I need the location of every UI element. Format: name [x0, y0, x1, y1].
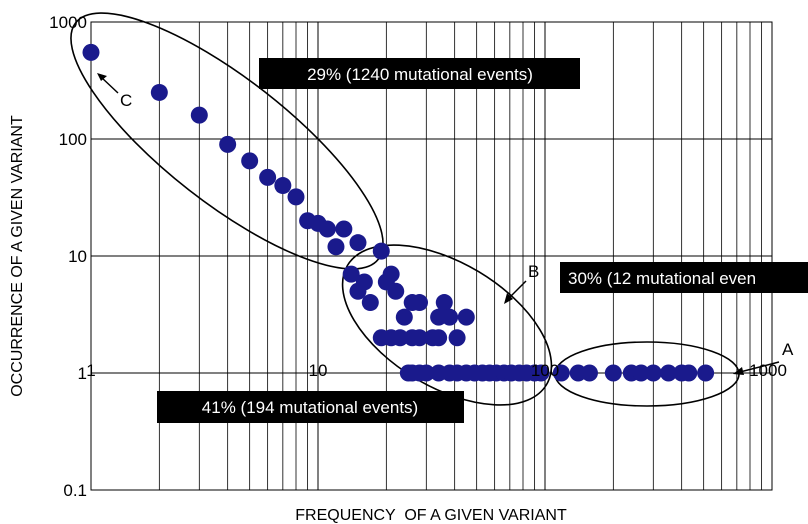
data-point [241, 152, 259, 170]
data-point [604, 364, 622, 382]
annotation-text-b: 41% (194 mutational events) [202, 398, 418, 417]
label-a: A [782, 340, 794, 359]
annotation-box-a [560, 262, 808, 293]
data-point [552, 364, 570, 382]
data-points [82, 43, 715, 382]
arrow-b-head [504, 293, 513, 304]
annotation-text-c: 29% (1240 mutational events) [307, 65, 533, 84]
data-point [259, 168, 277, 186]
data-point [391, 329, 409, 347]
data-point [441, 308, 459, 326]
data-point [190, 106, 208, 124]
data-point [395, 308, 413, 326]
data-point [318, 220, 336, 238]
data-point [697, 364, 715, 382]
data-point [660, 364, 678, 382]
y-tick-label: 1 [78, 364, 87, 383]
data-point [372, 242, 390, 260]
annotation-box-c [259, 58, 580, 89]
x-tick-label: 1 [86, 361, 95, 380]
y-tick-label: 1000 [49, 13, 87, 32]
x-tick-label: 1000 [749, 361, 787, 380]
annotation-box-b [157, 391, 464, 423]
data-point [219, 135, 237, 153]
data-point [287, 188, 305, 206]
data-point [448, 329, 466, 347]
y-axis-label: OCCURRENCE OF A GIVEN VARIANT [9, 115, 26, 397]
data-point [632, 364, 650, 382]
data-point [382, 265, 400, 283]
data-point [387, 282, 405, 300]
data-point [335, 220, 353, 238]
arrow-a-head [733, 367, 744, 375]
data-point [342, 265, 360, 283]
y-tick-label: 10 [68, 247, 87, 266]
y-tick-label: 0.1 [63, 481, 87, 500]
data-point [580, 364, 598, 382]
tick-labels: 1 10 100 1000 0.1 1 10 100 1000 [49, 13, 787, 500]
plot-area-border [90, 21, 773, 491]
label-b: B [528, 262, 539, 281]
x-axis-label: FREQUENCY OF A GIVEN VARIANT [295, 507, 567, 524]
arrow-b-line [507, 280, 527, 300]
x-tick-label: 10 [309, 361, 328, 380]
data-point [327, 238, 345, 256]
arrow-c-line [100, 76, 119, 94]
arrow-a-line [739, 361, 780, 373]
data-point [457, 308, 475, 326]
data-point [411, 294, 429, 312]
data-point [150, 83, 168, 101]
data-point [532, 364, 550, 382]
data-point [417, 364, 435, 382]
annotation-text-a: 30% (12 mutational even [568, 269, 756, 288]
data-point [430, 329, 448, 347]
data-point [361, 294, 379, 312]
data-point [644, 364, 662, 382]
arrow-c-head [97, 73, 107, 81]
data-point [82, 43, 100, 61]
data-point [274, 177, 292, 195]
y-tick-label: 100 [59, 130, 87, 149]
data-point [680, 364, 698, 382]
x-tick-label: 100 [531, 361, 559, 380]
ellipse-c [70, 12, 384, 270]
data-point [355, 273, 373, 291]
data-point [349, 234, 367, 252]
label-c: C [120, 91, 132, 110]
data-point [411, 329, 429, 347]
data-point [435, 294, 453, 312]
